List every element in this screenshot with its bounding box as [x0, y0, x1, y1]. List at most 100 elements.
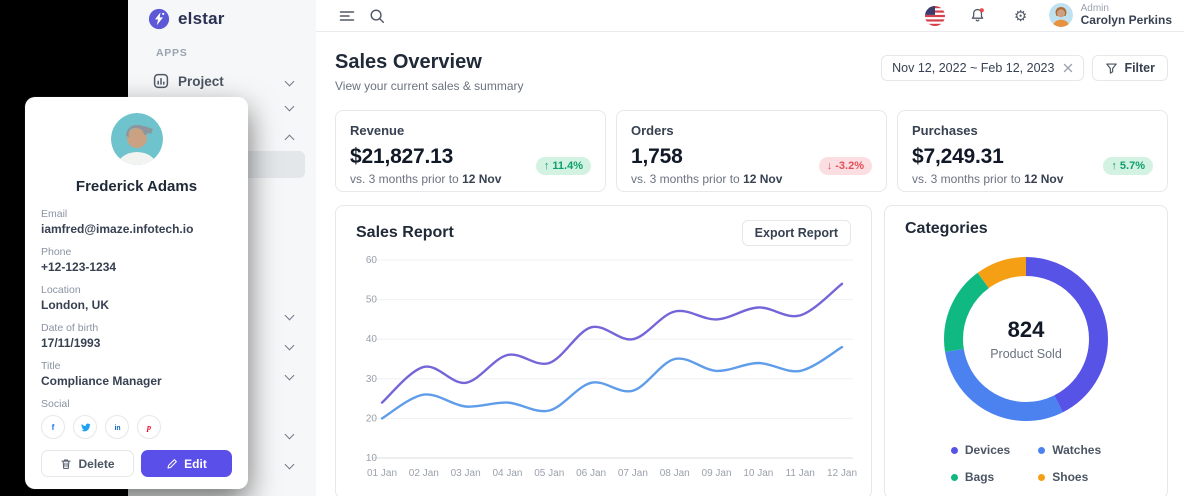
language-flag-icon[interactable] [920, 1, 950, 31]
stat-compare: vs. 3 months prior to 12 Nov [912, 172, 1064, 186]
edit-pencil-icon [167, 458, 178, 468]
svg-text:07 Jan: 07 Jan [618, 468, 648, 479]
linkedin-icon[interactable]: in [105, 415, 129, 439]
elstar-logo-icon [148, 8, 170, 30]
svg-text:f: f [52, 423, 55, 432]
svg-text:10: 10 [366, 453, 378, 464]
field-phone: Phone +12-123-1234 [41, 246, 117, 274]
profile-card-actions: Delete Edit [41, 450, 232, 477]
charts-row: Sales Report Export Report 10 20 30 40 50 60 0… [335, 205, 1168, 496]
svg-text:in: in [114, 425, 120, 432]
export-report-button[interactable]: Export Report [741, 220, 851, 246]
facebook-icon[interactable]: f [41, 415, 65, 439]
svg-text:p: p [146, 423, 151, 432]
legend-item-bags[interactable]: Bags [950, 470, 1010, 484]
legend-item-devices[interactable]: Devices [950, 443, 1010, 457]
chevron-down-icon[interactable] [284, 340, 295, 351]
categories-panel: Categories 824 Product Sold Devices Watch… [884, 205, 1168, 496]
svg-text:60: 60 [366, 255, 378, 266]
chevron-down-icon[interactable] [284, 459, 295, 470]
legend-label: Shoes [1052, 470, 1089, 484]
brand-name: elstar [178, 9, 225, 28]
donut-center: 824 Product Sold [941, 254, 1111, 424]
svg-text:20: 20 [366, 413, 378, 424]
donut-total: 824 [1007, 317, 1045, 342]
brand-logo[interactable]: elstar [128, 0, 316, 32]
svg-text:50: 50 [366, 295, 378, 306]
field-location: Location London, UK [41, 284, 109, 312]
svg-text:11 Jan: 11 Jan [786, 468, 815, 479]
categories-legend: Devices Watches Bags Shoes [905, 443, 1147, 484]
page-head-titles: Sales Overview View your current sales &… [335, 51, 524, 93]
svg-text:12 Jan: 12 Jan [827, 468, 857, 479]
sales-report-title: Sales Report [356, 224, 454, 241]
chevron-down-icon [284, 76, 295, 87]
app-window: elstar APPS Project [128, 0, 1184, 496]
svg-text:08 Jan: 08 Jan [660, 468, 690, 479]
svg-text:03 Jan: 03 Jan [451, 468, 481, 479]
stat-card-revenue: Revenue $21,827.13 vs. 3 months prior to… [335, 110, 606, 192]
field-date-of-birth: Date of birth 17/11/1993 [41, 322, 101, 350]
filter-funnel-icon [1106, 62, 1118, 74]
settings-gear-icon[interactable]: ⚙ [1013, 7, 1028, 25]
project-icon [153, 73, 169, 89]
sales-report-panel: Sales Report Export Report 10 20 30 40 50 60 0… [335, 205, 872, 496]
legend-dot [1038, 473, 1046, 481]
user-avatar [1048, 3, 1073, 28]
donut-chart-svg [944, 257, 1108, 421]
legend-label: Bags [964, 470, 995, 484]
svg-text:06 Jan: 06 Jan [576, 468, 606, 479]
social-label: Social [41, 398, 70, 410]
sidebar-section-apps: APPS [156, 47, 188, 59]
chevron-down-icon[interactable] [284, 429, 295, 440]
chevron-up-icon[interactable] [284, 134, 295, 145]
date-range-picker[interactable]: Nov 12, 2022 ~ Feb 12, 2023 [881, 55, 1085, 81]
categories-donut: 824 Product Sold [941, 254, 1111, 424]
clear-date-icon[interactable] [1063, 63, 1073, 73]
stat-label: Purchases [912, 123, 978, 138]
field-title: Title Compliance Manager [41, 360, 162, 388]
edit-button[interactable]: Edit [141, 450, 232, 477]
page-head-actions: Nov 12, 2022 ~ Feb 12, 2023 Filter [881, 55, 1168, 81]
stat-value: $21,827.13 [350, 145, 454, 168]
categories-title: Categories [905, 220, 988, 237]
sidebar-item-project[interactable]: Project [128, 68, 316, 94]
social-links: f in p [41, 415, 232, 439]
legend-dot [1038, 446, 1046, 454]
pinterest-icon[interactable]: p [137, 415, 161, 439]
legend-dot [950, 473, 958, 481]
sales-report-head: Sales Report Export Report [356, 220, 851, 246]
notifications-bell-icon[interactable] [963, 1, 993, 31]
menu-toggle-icon[interactable] [332, 1, 362, 31]
stat-value: 1,758 [631, 145, 683, 168]
svg-text:05 Jan: 05 Jan [534, 468, 564, 479]
profile-name: Frederick Adams [75, 178, 198, 195]
legend-label: Watches [1052, 443, 1102, 457]
filter-button[interactable]: Filter [1092, 55, 1168, 81]
chevron-down-icon[interactable] [284, 370, 295, 381]
legend-item-shoes[interactable]: Shoes [1038, 470, 1101, 484]
svg-text:01 Jan: 01 Jan [367, 468, 397, 479]
profile-avatar [110, 113, 163, 165]
profile-card: Frederick Adams Email iamfred@imaze.info… [25, 97, 248, 489]
svg-text:02 Jan: 02 Jan [409, 468, 439, 479]
legend-item-watches[interactable]: Watches [1038, 443, 1101, 457]
legend-dot [950, 446, 958, 454]
profile-fields: Email iamfred@imaze.infotech.io Phone +1… [41, 208, 232, 439]
chevron-down-icon[interactable] [284, 101, 295, 112]
user-role: Admin [1080, 2, 1109, 14]
stat-compare: vs. 3 months prior to 12 Nov [631, 172, 783, 186]
search-icon[interactable] [362, 1, 392, 31]
stat-card-orders: Orders 1,758 vs. 3 months prior to 12 No… [616, 110, 887, 192]
stats-row: Revenue $21,827.13 vs. 3 months prior to… [335, 110, 1168, 192]
delete-button[interactable]: Delete [41, 450, 134, 477]
sidebar-item-label: Project [178, 73, 224, 89]
chevron-down-icon[interactable] [284, 310, 295, 321]
page-head: Sales Overview View your current sales &… [335, 51, 1168, 93]
field-email: Email iamfred@imaze.infotech.io [41, 208, 194, 236]
twitter-icon[interactable] [73, 415, 97, 439]
page-content: Sales Overview View your current sales &… [316, 32, 1184, 496]
stat-value: $7,249.31 [912, 145, 1004, 168]
user-menu[interactable]: Admin Carolyn Perkins [1048, 2, 1172, 28]
